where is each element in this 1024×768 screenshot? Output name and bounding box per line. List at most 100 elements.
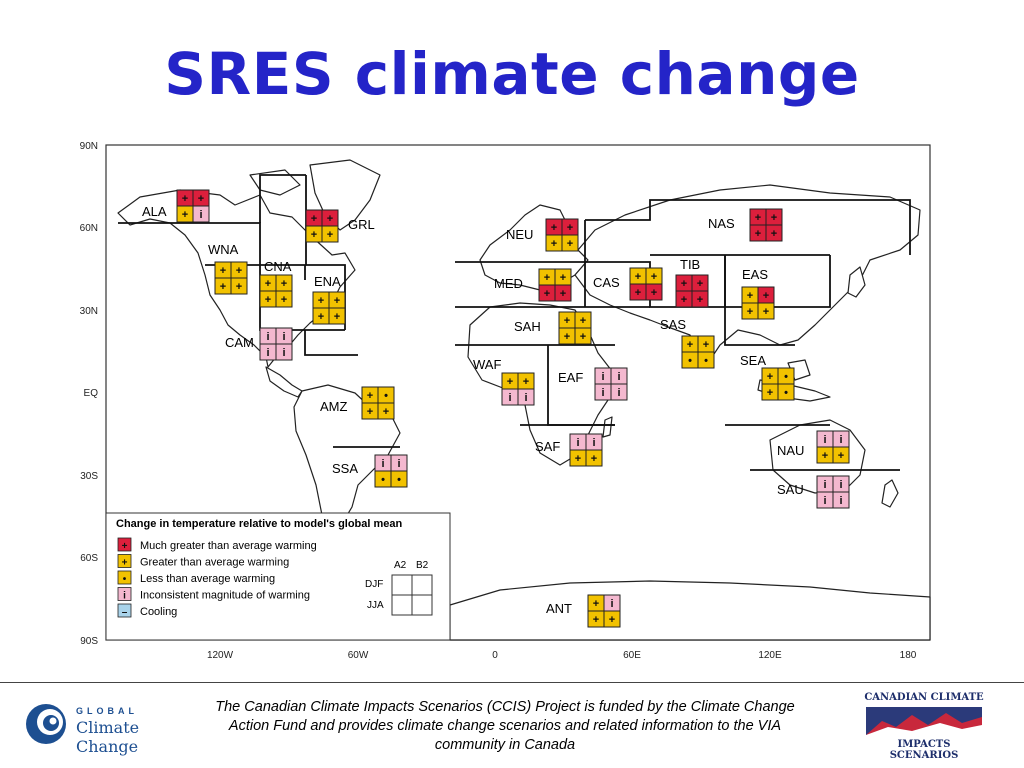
region-cell-symbol: + <box>182 193 188 205</box>
lon-label: 0 <box>492 650 498 661</box>
region-cell <box>554 284 572 302</box>
region-cell <box>275 290 293 308</box>
region-cell-symbol: + <box>327 229 333 241</box>
region-cell-symbol: + <box>236 281 242 293</box>
region-cell-symbol: i <box>839 495 842 507</box>
region-label: EAS <box>742 267 768 282</box>
region-cell <box>321 225 339 243</box>
region-cell-symbol: i <box>266 347 269 359</box>
region-cell-symbol: + <box>747 306 753 318</box>
region-waf: WAF + + i i <box>473 357 535 406</box>
region-cell-symbol: + <box>311 229 317 241</box>
region-label: SAH <box>514 319 541 334</box>
region-cell-symbol: + <box>697 294 703 306</box>
logo-left-main-text: Climate Change <box>76 718 140 756</box>
region-label: CAM <box>225 335 254 350</box>
region-cell <box>610 383 628 401</box>
region-cell-symbol: + <box>182 209 188 221</box>
legend-item-label: Cooling <box>140 606 177 618</box>
new-zealand-outline <box>881 479 899 508</box>
region-cell <box>603 610 621 628</box>
region-cell-symbol: • <box>704 355 708 367</box>
region-cell <box>697 351 715 369</box>
legend-item: – Cooling <box>117 603 177 618</box>
region-cell-symbol: + <box>281 294 287 306</box>
lon-label: 60E <box>623 650 641 661</box>
region-cell-symbol: + <box>681 294 687 306</box>
lat-label: 30N <box>80 306 98 317</box>
region-cell-symbol: + <box>507 376 513 388</box>
region-cell-symbol: i <box>839 479 842 491</box>
region-cell-symbol: i <box>617 387 620 399</box>
region-cell-symbol: + <box>564 315 570 327</box>
region-cell-symbol: • <box>397 474 401 486</box>
region-cell-symbol: • <box>384 390 388 402</box>
region-ssa: SSA i i • • <box>332 454 408 488</box>
region-label: ANT <box>546 601 572 616</box>
logo-left-small-text: GLOBAL <box>76 706 138 716</box>
region-wna: WNA + + + + <box>208 242 248 295</box>
region-cell <box>757 302 775 320</box>
region-cell-symbol: + <box>544 272 550 284</box>
region-grl: GRL + + + + <box>305 209 375 243</box>
lat-label: EQ <box>84 388 99 399</box>
region-cell-symbol: + <box>327 213 333 225</box>
region-label: NAU <box>777 443 804 458</box>
legend-swatch-symbol: i <box>123 591 126 602</box>
legend-swatch-symbol: + <box>122 558 128 569</box>
lon-label: 180 <box>900 650 917 661</box>
footer-funding-note: The Canadian Climate Impacts Scenarios (… <box>215 699 795 753</box>
lon-label: 120W <box>207 650 234 661</box>
map-legend: Change in temperature relative to model'… <box>105 512 451 641</box>
region-cam: CAM i ii i <box>225 327 293 361</box>
region-cell-symbol: + <box>771 228 777 240</box>
legend-col-b2: B2 <box>416 560 429 571</box>
region-label: SAS <box>660 317 686 332</box>
logo-right-top-text: CANADIAN CLIMATE <box>864 692 984 703</box>
region-cell-symbol: + <box>635 287 641 299</box>
region-cell-symbol: + <box>575 453 581 465</box>
region-label: SAU <box>777 482 804 497</box>
lon-label: 120E <box>758 650 782 661</box>
region-nas: NAS + + + + <box>708 208 783 242</box>
region-cell-symbol: + <box>564 331 570 343</box>
region-label: SSA <box>332 461 358 476</box>
region-eaf: EAF i ii i <box>558 367 628 401</box>
region-cell-symbol: • <box>784 371 788 383</box>
region-cell-symbol: + <box>651 271 657 283</box>
region-cell <box>377 402 395 420</box>
legend-item: • Less than average warming <box>117 570 275 585</box>
lat-label: 60N <box>80 223 98 234</box>
region-saf: SAF i i + + <box>535 433 603 467</box>
region-label: GRL <box>348 217 375 232</box>
region-cell-symbol: • <box>688 355 692 367</box>
region-cas: CAS + + + + <box>593 267 663 301</box>
region-neu: NEU + + + + <box>506 218 579 252</box>
mountain-banner-icon <box>866 707 982 735</box>
region-cell-symbol: + <box>383 406 389 418</box>
region-cell-symbol: + <box>838 450 844 462</box>
region-cell-symbol: + <box>318 295 324 307</box>
region-cell-symbol: i <box>617 371 620 383</box>
region-cell-symbol: i <box>282 347 285 359</box>
region-cell-symbol: + <box>265 294 271 306</box>
canadian-climate-impacts-scenarios-logo: CANADIAN CLIMATE IMPACTS SCENARIOS <box>862 692 986 761</box>
region-cell <box>832 491 850 509</box>
region-med: MED + + + + <box>494 268 572 302</box>
japan-outline <box>847 266 866 298</box>
region-label: NAS <box>708 216 735 231</box>
region-label: CNA <box>264 259 292 274</box>
legend-item: + Greater than average warming <box>117 554 289 569</box>
region-cell <box>561 234 579 252</box>
region-cell-symbol: i <box>839 434 842 446</box>
lat-label: 60S <box>80 553 98 564</box>
region-label: EAF <box>558 370 583 385</box>
region-cell-symbol: + <box>593 614 599 626</box>
lat-label: 30S <box>80 471 98 482</box>
region-tib: TIB + + + + <box>675 257 709 308</box>
region-cell-symbol: i <box>576 437 579 449</box>
region-label: ALA <box>142 204 167 219</box>
region-cell-symbol: + <box>265 278 271 290</box>
legend-title: Change in temperature relative to model'… <box>116 518 403 530</box>
